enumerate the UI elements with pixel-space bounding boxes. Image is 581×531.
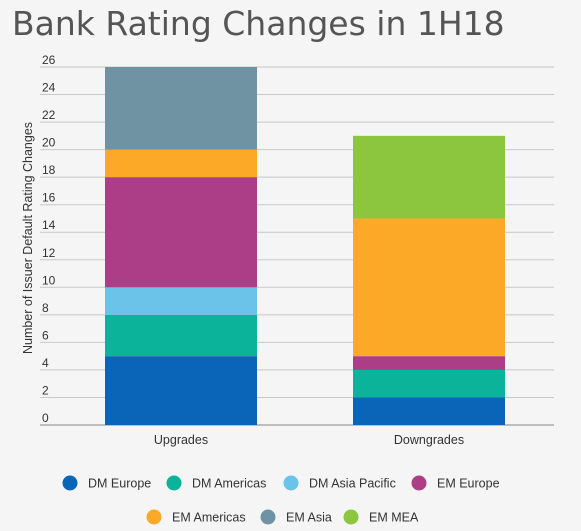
bar-segment-em-europe-upgrades bbox=[105, 177, 257, 288]
legend-swatch bbox=[343, 509, 359, 525]
legend-item: DM Asia Pacific bbox=[283, 475, 396, 491]
bar-segment-dm-americas-downgrades bbox=[353, 369, 505, 398]
legend-label: EM Europe bbox=[437, 477, 500, 491]
bar-segment-em-asia-upgrades bbox=[105, 67, 257, 150]
legend-label: EM Asia bbox=[286, 511, 332, 525]
y-tick-label: 8 bbox=[42, 301, 49, 315]
legend-swatch bbox=[166, 475, 182, 491]
bar-segment-em-mea-downgrades bbox=[353, 135, 505, 219]
bar-segment-dm-europe-downgrades bbox=[353, 397, 505, 425]
legend: DM Europe DM Americas DM Asia Pacific EM Eu… bbox=[62, 475, 500, 525]
legend-item: DM Americas bbox=[166, 475, 266, 491]
bar-segment-em-americas-upgrades bbox=[105, 149, 257, 178]
legend-label: DM Europe bbox=[88, 477, 151, 491]
y-tick-label: 22 bbox=[42, 108, 56, 122]
legend-swatch bbox=[62, 475, 78, 491]
y-tick-label: 14 bbox=[42, 218, 56, 232]
y-tick-label: 4 bbox=[42, 356, 49, 370]
bar-segment-dm-europe-upgrades bbox=[105, 356, 257, 425]
legend-item: EM Europe bbox=[411, 475, 500, 491]
bar-segment-dm-asia-pacific-upgrades bbox=[105, 287, 257, 315]
legend-swatch bbox=[283, 475, 299, 491]
bar-segment-em-europe-downgrades bbox=[353, 356, 505, 370]
legend-label: DM Americas bbox=[192, 477, 266, 491]
legend-label: EM MEA bbox=[369, 511, 419, 525]
y-axis-label: Number of Issuer Default Rating Changes bbox=[21, 122, 35, 354]
legend-swatch bbox=[411, 475, 427, 491]
legend-label: EM Americas bbox=[172, 511, 246, 525]
y-tick-label: 10 bbox=[42, 273, 56, 287]
x-category-label: Upgrades bbox=[154, 433, 208, 447]
y-tick-label: 20 bbox=[42, 136, 56, 150]
legend-item: EM Asia bbox=[260, 509, 332, 525]
y-tick-label: 0 bbox=[42, 411, 49, 425]
y-tick-label: 16 bbox=[42, 191, 56, 205]
y-tick-label: 6 bbox=[42, 328, 49, 342]
legend-item: EM Americas bbox=[146, 509, 246, 525]
category-labels: Upgrades Downgrades bbox=[154, 433, 464, 447]
bar-segment-em-americas-downgrades bbox=[353, 218, 505, 357]
legend-swatch bbox=[146, 509, 162, 525]
legend-item: EM MEA bbox=[343, 509, 419, 525]
legend-label: DM Asia Pacific bbox=[309, 477, 396, 491]
bars bbox=[105, 67, 505, 425]
bar-segment-dm-americas-upgrades bbox=[105, 314, 257, 357]
chart-title: Bank Rating Changes in 1H18 bbox=[12, 4, 505, 43]
y-tick-label: 24 bbox=[42, 81, 56, 95]
y-tick-label: 26 bbox=[42, 53, 56, 67]
x-category-label: Downgrades bbox=[394, 433, 464, 447]
y-tick-label: 18 bbox=[42, 163, 56, 177]
legend-swatch bbox=[260, 509, 276, 525]
y-tick-label: 12 bbox=[42, 246, 56, 260]
legend-item: DM Europe bbox=[62, 475, 151, 491]
y-tick-label: 2 bbox=[42, 383, 49, 397]
